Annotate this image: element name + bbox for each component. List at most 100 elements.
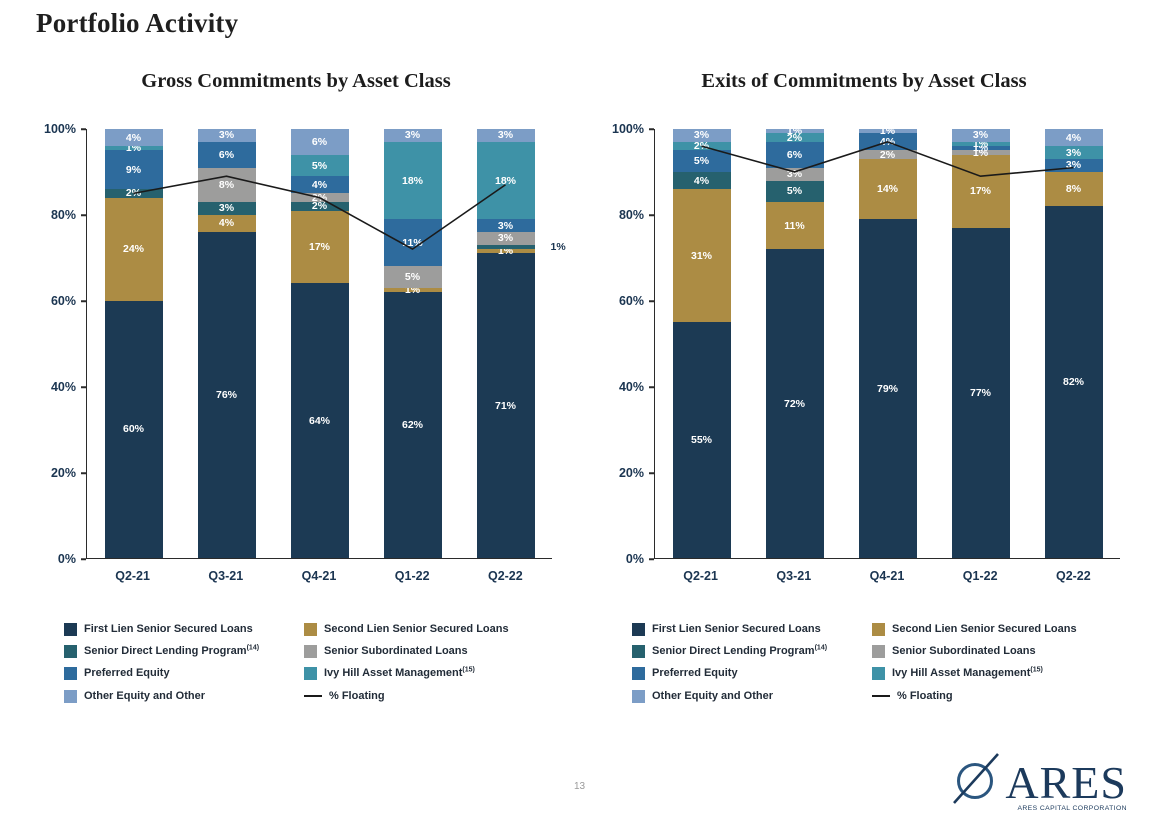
bar-segment: 1% bbox=[765, 126, 824, 136]
y-axis-tick-label: 20% bbox=[50, 465, 76, 480]
bar-segment: 3% bbox=[765, 167, 824, 181]
y-axis-tick-mark bbox=[649, 558, 654, 560]
x-axis-labels: Q2-21 Q3-21 Q4-21 Q1-22 Q2-22 bbox=[654, 569, 1120, 583]
bar-segment: 1% bbox=[951, 147, 1010, 157]
x-axis-label: Q1-22 bbox=[962, 569, 998, 583]
y-axis-tick-mark bbox=[81, 300, 86, 302]
color-swatch-icon bbox=[632, 623, 645, 637]
legend-item: Senior Subordinated Loans bbox=[304, 645, 509, 659]
stacked-bar-Q2-21: 55% 31% 4% 5% 2% 3% bbox=[672, 129, 731, 558]
bar-segment: 4% bbox=[197, 214, 256, 232]
chart-title: Gross Commitments by Asset Class bbox=[141, 70, 451, 92]
bar-segment: 4% bbox=[672, 171, 731, 190]
chart-body: 100% 80% 60% 40% 20% 0% 60% 24% 2% 9% 1% 4% 76% 4% 3%… bbox=[40, 123, 566, 565]
bar-segment: 79% bbox=[858, 219, 917, 558]
segment-label: 14% bbox=[876, 182, 898, 195]
segment-label: 5% bbox=[404, 270, 421, 283]
y-axis-tick-label: 100% bbox=[612, 121, 644, 136]
legend-label: Ivy Hill Asset Management(15) bbox=[324, 666, 475, 680]
bar-segment: 2% bbox=[104, 188, 163, 198]
legend-item: Preferred Equity bbox=[632, 667, 872, 681]
bar-segment: 1% bbox=[951, 143, 1010, 153]
y-axis-tick-mark bbox=[649, 300, 654, 302]
legend: First Lien Senior Secured Loans Senior Di… bbox=[40, 623, 552, 703]
x-axis-label: Q3-21 bbox=[776, 569, 812, 583]
x-axis-label: Q2-22 bbox=[1055, 569, 1091, 583]
segment-label: 2% bbox=[879, 148, 896, 161]
bar-segment: 4% bbox=[858, 133, 917, 151]
segment-label: 3% bbox=[404, 129, 421, 142]
bar-segment: 8% bbox=[1044, 171, 1103, 207]
segment-label: 9% bbox=[125, 163, 142, 176]
stacked-bar-Q3-21: 76% 4% 3% 8% 6% 3% bbox=[197, 129, 256, 558]
segment-label: 4% bbox=[879, 135, 896, 148]
bar-segment: 18% bbox=[383, 141, 442, 220]
bar-segment: 2% bbox=[672, 141, 731, 151]
segment-label: 60% bbox=[122, 423, 144, 436]
y-axis-tick-mark bbox=[81, 214, 86, 216]
segment-label: 82% bbox=[1062, 375, 1084, 388]
x-axis-label: Q2-21 bbox=[115, 569, 150, 583]
segment-label: 8% bbox=[1065, 182, 1082, 195]
legend-item: Second Lien Senior Secured Loans bbox=[304, 623, 509, 637]
color-swatch-icon bbox=[304, 645, 317, 659]
x-axis-label: Q4-21 bbox=[869, 569, 905, 583]
ares-subtitle: ARES CAPITAL CORPORATION bbox=[1017, 805, 1127, 812]
bar-segment: 71% bbox=[476, 253, 535, 558]
segment-label: 3% bbox=[1065, 159, 1082, 172]
segment-label: 3% bbox=[218, 202, 235, 215]
segment-label: 62% bbox=[401, 418, 423, 431]
bar-segment: 4% bbox=[1044, 129, 1103, 147]
legend-label: Second Lien Senior Secured Loans bbox=[324, 623, 509, 635]
legend-label: Preferred Equity bbox=[652, 667, 738, 680]
segment-label: 17% bbox=[308, 240, 330, 253]
y-axis-tick-mark bbox=[81, 128, 86, 130]
y-axis-tick-label: 60% bbox=[618, 293, 644, 308]
bar-segment: 1% bbox=[858, 126, 917, 136]
bar-segment: 3% bbox=[476, 232, 535, 245]
segment-label: 77% bbox=[969, 386, 991, 399]
page-title: Portfolio Activity bbox=[36, 8, 239, 38]
plot-area: 55% 31% 4% 5% 2% 3% 72% 11% 5% 3% 6% 2% 1% 79% 14% 2% 4%… bbox=[654, 126, 1120, 559]
bar-segment: 3% bbox=[476, 219, 535, 232]
bar-segment: 6% bbox=[290, 129, 349, 155]
legend-label: Senior Subordinated Loans bbox=[324, 645, 468, 658]
legend-label: Senior Direct Lending Program(14) bbox=[84, 644, 260, 658]
segment-label: 3% bbox=[786, 167, 803, 180]
legend-column: Second Lien Senior Secured Loans Senior S… bbox=[304, 623, 509, 703]
bar-segment: 3% bbox=[476, 129, 535, 142]
color-swatch-icon bbox=[64, 689, 77, 703]
y-axis-tick-mark bbox=[649, 386, 654, 388]
legend-label: Ivy Hill Asset Management(15) bbox=[892, 666, 1043, 680]
bar-segment: 72% bbox=[765, 249, 824, 558]
bar-segment: 60% bbox=[104, 300, 163, 558]
segment-label: 8% bbox=[218, 178, 235, 191]
ares-logo-text: ARES ARES CAPITAL CORPORATION bbox=[1005, 760, 1127, 812]
y-axis-tick-mark bbox=[81, 386, 86, 388]
bars: 55% 31% 4% 5% 2% 3% 72% 11% 5% 3% 6% 2% 1% 79% 14% 2% 4%… bbox=[655, 126, 1120, 558]
bar-segment: 18% bbox=[476, 141, 535, 220]
segment-label: 3% bbox=[497, 129, 514, 142]
bar-segment: 82% bbox=[1044, 206, 1103, 558]
segment-label: 3% bbox=[218, 129, 235, 142]
legend-item: Senior Subordinated Loans bbox=[872, 645, 1077, 659]
bar-segment: 76% bbox=[197, 231, 256, 558]
segment-label: 5% bbox=[786, 184, 803, 197]
color-swatch-icon bbox=[872, 623, 885, 637]
y-axis-tick-label: 0% bbox=[57, 551, 76, 566]
segment-label: 24% bbox=[122, 242, 144, 255]
page-number: 13 bbox=[573, 781, 586, 792]
bar-segment: 5% bbox=[765, 180, 824, 202]
legend-item: Senior Direct Lending Program(14) bbox=[64, 644, 304, 659]
bar-segment: 3% bbox=[951, 129, 1010, 142]
legend-label: Preferred Equity bbox=[84, 667, 170, 680]
bar-segment: 17% bbox=[290, 210, 349, 284]
bar-segment: 3% bbox=[672, 129, 731, 142]
bar-segment: 3% bbox=[1044, 159, 1103, 172]
bar-segment: 9% bbox=[104, 150, 163, 190]
y-axis-tick-label: 40% bbox=[618, 379, 644, 394]
bar-segment: 1% bbox=[104, 143, 163, 153]
legend-label: Senior Direct Lending Program(14) bbox=[652, 644, 828, 658]
plot-area: 60% 24% 2% 9% 1% 4% 76% 4% 3% 8% 6% 3% 64% 17% 2% 2% 4% 5… bbox=[86, 129, 566, 559]
color-swatch-icon bbox=[872, 645, 885, 659]
